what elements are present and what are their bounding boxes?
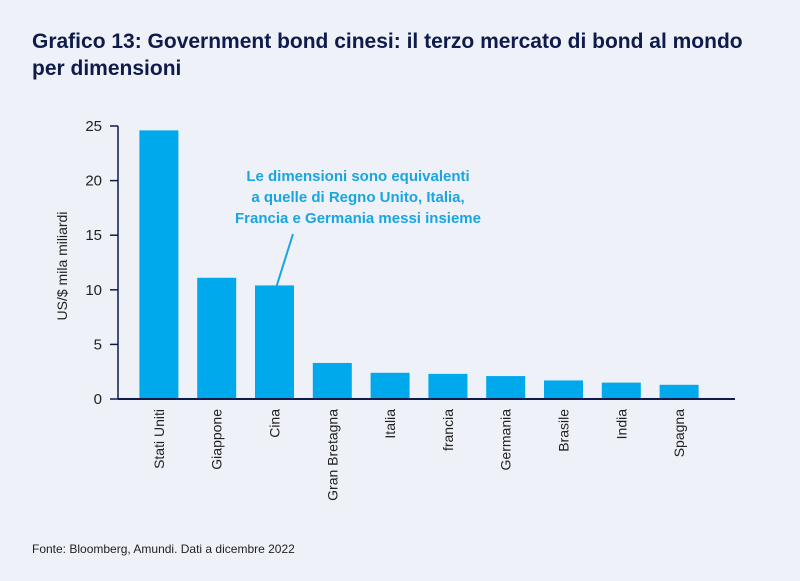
bars (139, 130, 699, 400)
y-axis-ticks: 0 5 10 15 20 25 (85, 118, 119, 408)
x-tick-label: Giappone (209, 409, 225, 470)
x-axis-labels: Stati Uniti Giappone Cina Gran Bretagna Ital… (151, 409, 687, 501)
bar (428, 373, 468, 399)
x-tick-label: Germania (498, 409, 514, 471)
annotation-text: a quelle di Regno Unito, Italia, (251, 189, 464, 206)
bar (312, 362, 352, 399)
bar (370, 372, 410, 399)
bar (255, 285, 294, 399)
y-tick-label: 25 (85, 118, 102, 135)
y-axis-title: US/$ mila miliardi (54, 212, 70, 321)
x-tick-label: Gran Bretagna (324, 409, 340, 501)
source-note: Fonte: Bloomberg, Amundi. Dati a dicembr… (32, 542, 295, 556)
x-tick-label: Cina (267, 409, 283, 438)
chart-title: Grafico 13: Government bond cinesi: il t… (32, 30, 743, 80)
bar (659, 384, 699, 399)
bar (197, 277, 237, 399)
x-tick-label: India (613, 409, 629, 440)
y-tick-label: 5 (94, 336, 102, 353)
y-tick-label: 20 (85, 173, 102, 190)
annotation-text: Francia e Germania messi insieme (235, 210, 481, 227)
x-tick-label: Stati Uniti (151, 409, 167, 469)
bar (544, 380, 583, 399)
annotation-text: Le dimensioni sono equivalenti (246, 168, 469, 185)
bar (486, 376, 526, 399)
y-tick-label: 0 (94, 391, 102, 408)
x-tick-label: Brasile (556, 409, 572, 452)
bar (139, 130, 179, 400)
y-tick-label: 15 (85, 227, 102, 244)
y-tick-label: 10 (85, 282, 102, 299)
annotation-leader-line (275, 233, 294, 287)
annotation: Le dimensioni sono equivalenti a quelle d… (235, 168, 481, 227)
bar (601, 382, 641, 399)
x-tick-label: francia (440, 409, 456, 451)
x-tick-label: Italia (382, 409, 398, 439)
x-tick-label: Spagna (671, 409, 687, 457)
